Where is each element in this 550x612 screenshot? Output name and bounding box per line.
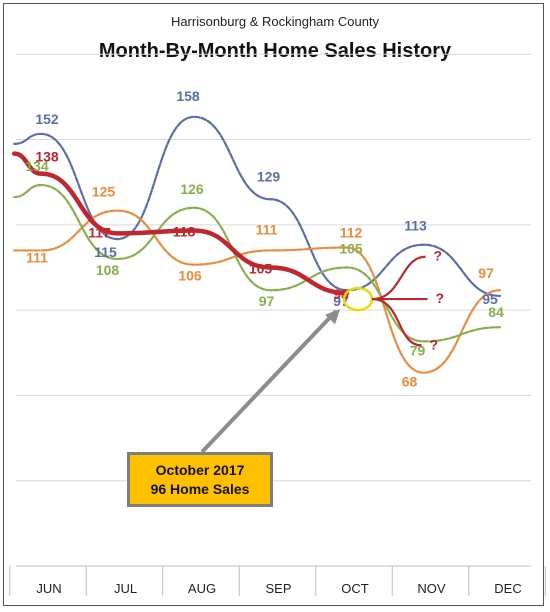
- data-label: 95: [482, 291, 498, 307]
- callout-arrow: [200, 309, 338, 454]
- x-tick-label: DEC: [494, 581, 521, 596]
- data-label: 112: [340, 225, 363, 241]
- data-label: 84: [488, 304, 504, 320]
- series-line-2: [13, 209, 502, 374]
- data-label: 111: [26, 249, 48, 265]
- data-labels: 152 115 158 129 97 113 95 111 125 106 111 112 68 97 13…: [25, 88, 504, 390]
- projection-question-mark: ?: [436, 290, 445, 306]
- data-label: 158: [176, 88, 200, 104]
- x-tick-label: JUN: [36, 581, 61, 596]
- annotations: ???: [200, 248, 445, 454]
- series-lines: [11, 115, 502, 374]
- data-label: 118: [173, 224, 196, 240]
- arrow-head: [325, 309, 340, 325]
- x-tick-label: AUG: [188, 581, 216, 596]
- x-tick-label: OCT: [341, 581, 369, 596]
- projection-question-mark: ?: [434, 248, 443, 264]
- data-label: 138: [35, 149, 59, 165]
- callout-line-2: 96 Home Sales: [150, 480, 250, 497]
- series-line-1: [13, 115, 502, 298]
- data-label: 79: [410, 342, 426, 358]
- callout-box: October 2017 96 Home Sales: [127, 452, 273, 507]
- data-label: 113: [404, 218, 427, 234]
- data-label: 106: [178, 268, 202, 284]
- data-label: 97: [259, 293, 275, 309]
- callout-line-1: October 2017: [155, 461, 245, 478]
- data-label: 129: [257, 168, 281, 184]
- data-label: 125: [92, 184, 116, 200]
- x-tick-label: NOV: [417, 581, 446, 596]
- data-label: 152: [35, 111, 59, 127]
- data-label: 105: [249, 260, 273, 276]
- chart-title: Month-By-Month Home Sales History: [98, 40, 452, 62]
- chart-subtitle: Harrisonburg & Rockingham County: [170, 14, 380, 29]
- data-label: 126: [180, 181, 204, 197]
- data-label: 68: [402, 374, 418, 390]
- projection-question-mark: ?: [430, 336, 439, 352]
- gridlines: [16, 53, 531, 482]
- data-label: 134: [25, 158, 49, 174]
- projection-line: [371, 297, 422, 347]
- x-axis: JUN JUL AUG SEP OCT NOV DEC: [9, 565, 546, 596]
- data-label: 117: [88, 224, 111, 240]
- series-line-4: [11, 151, 350, 296]
- x-tick-label: JUL: [114, 581, 137, 596]
- projection-line: [371, 255, 426, 301]
- data-label: 97: [478, 265, 494, 281]
- data-label: 108: [96, 262, 120, 278]
- data-label: 105: [339, 240, 363, 256]
- data-label: 111: [256, 221, 278, 237]
- chart-frame: [3, 3, 544, 606]
- data-label: 115: [94, 244, 117, 260]
- x-tick-label: SEP: [265, 581, 291, 596]
